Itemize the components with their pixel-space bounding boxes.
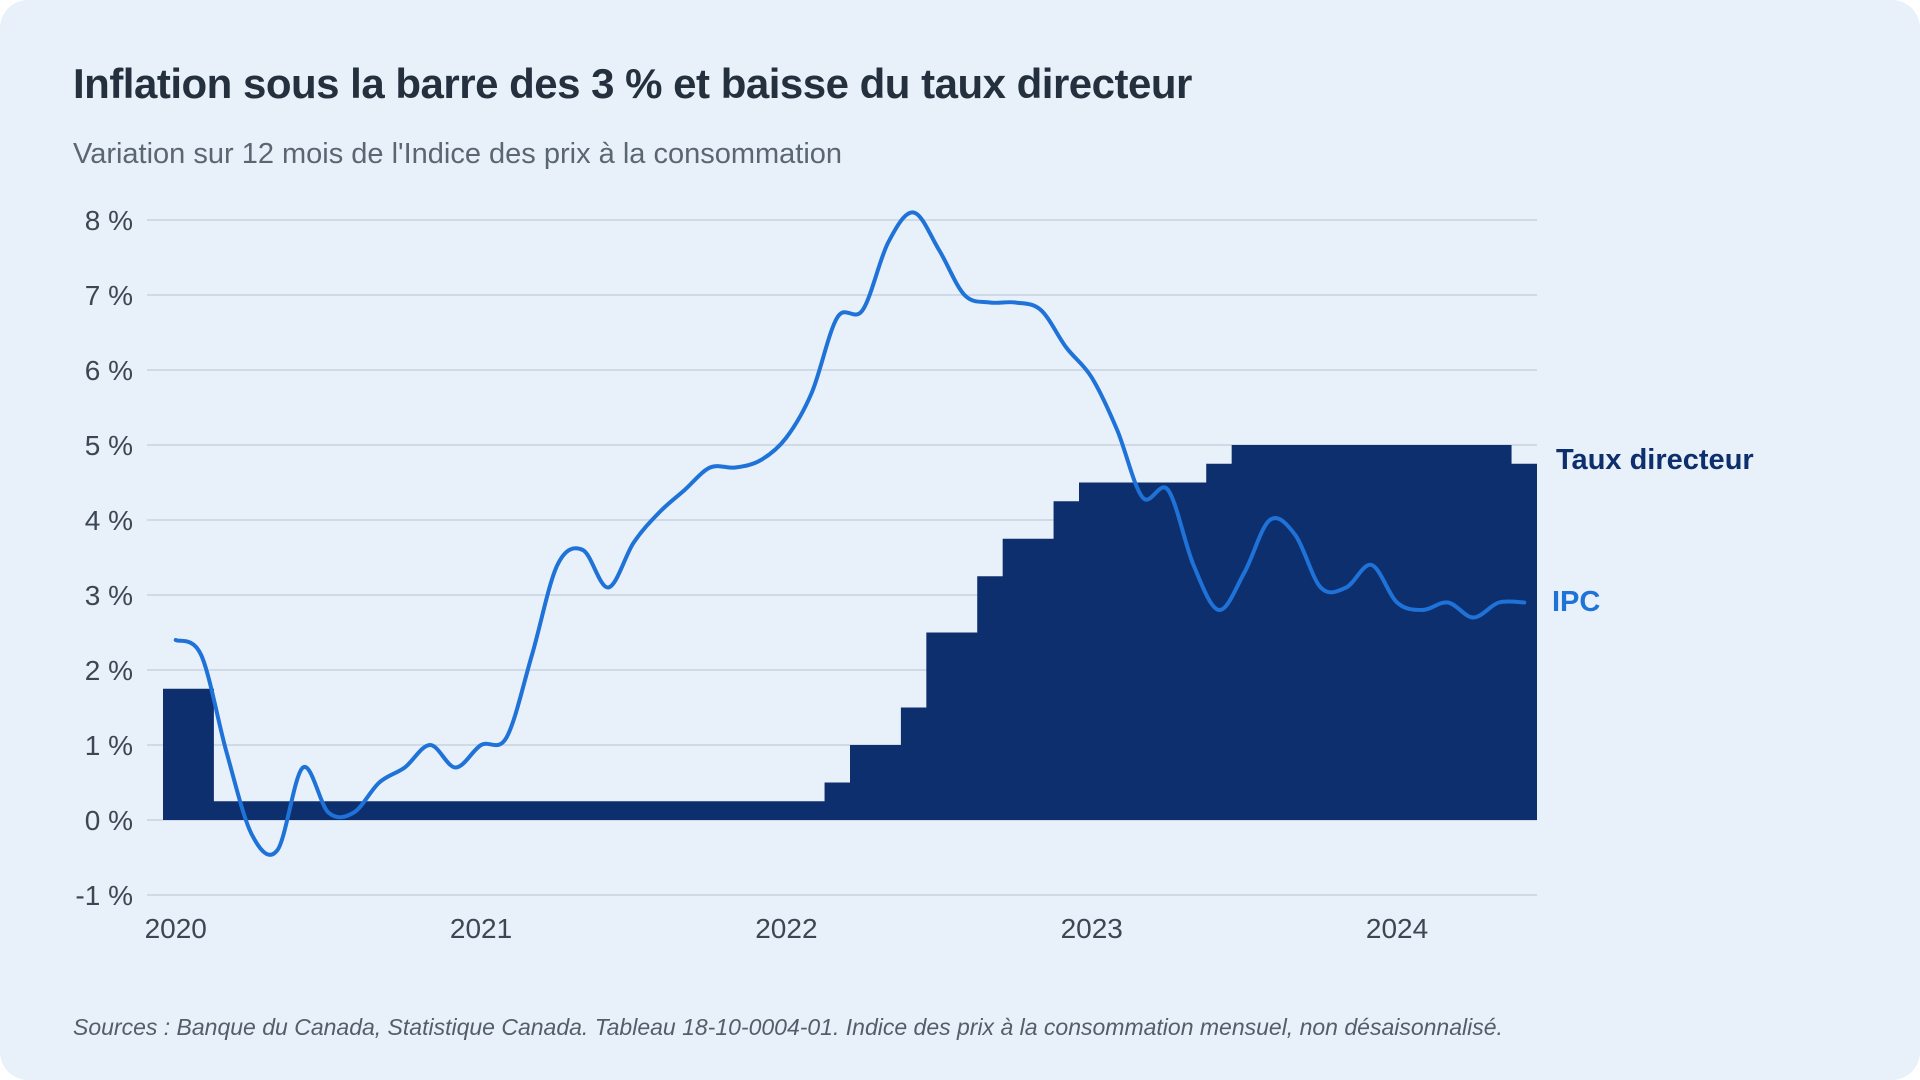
- x-axis-tick-label: 2021: [450, 913, 512, 944]
- y-axis-tick-label: 2 %: [85, 655, 133, 686]
- x-axis-tick-label: 2023: [1061, 913, 1123, 944]
- y-axis-tick-label: 0 %: [85, 805, 133, 836]
- x-axis-tick-label: 2024: [1366, 913, 1428, 944]
- y-axis-tick-label: 4 %: [85, 505, 133, 536]
- y-axis-tick-label: 7 %: [85, 280, 133, 311]
- x-axis-tick-label: 2020: [145, 913, 207, 944]
- y-axis-tick-label: 3 %: [85, 580, 133, 611]
- legend-taux-directeur: Taux directeur: [1556, 444, 1754, 476]
- y-axis-tick-label: 5 %: [85, 430, 133, 461]
- chart-subtitle: Variation sur 12 mois de l'Indice des pr…: [73, 138, 843, 170]
- y-axis-tick-label: -1 %: [75, 880, 133, 911]
- taux-directeur-area: [163, 445, 1537, 820]
- legend-ipc: IPC: [1552, 586, 1601, 618]
- x-axis-tick-label: 2022: [755, 913, 817, 944]
- ipc-line: [173, 210, 1527, 857]
- y-axis-tick-label: 6 %: [85, 355, 133, 386]
- source-note: Sources : Banque du Canada, Statistique …: [73, 1014, 1503, 1040]
- y-axis-tick-label: 1 %: [85, 730, 133, 761]
- chart-title: Inflation sous la barre des 3 % et baiss…: [73, 60, 1192, 107]
- y-axis-tick-label: 8 %: [85, 205, 133, 236]
